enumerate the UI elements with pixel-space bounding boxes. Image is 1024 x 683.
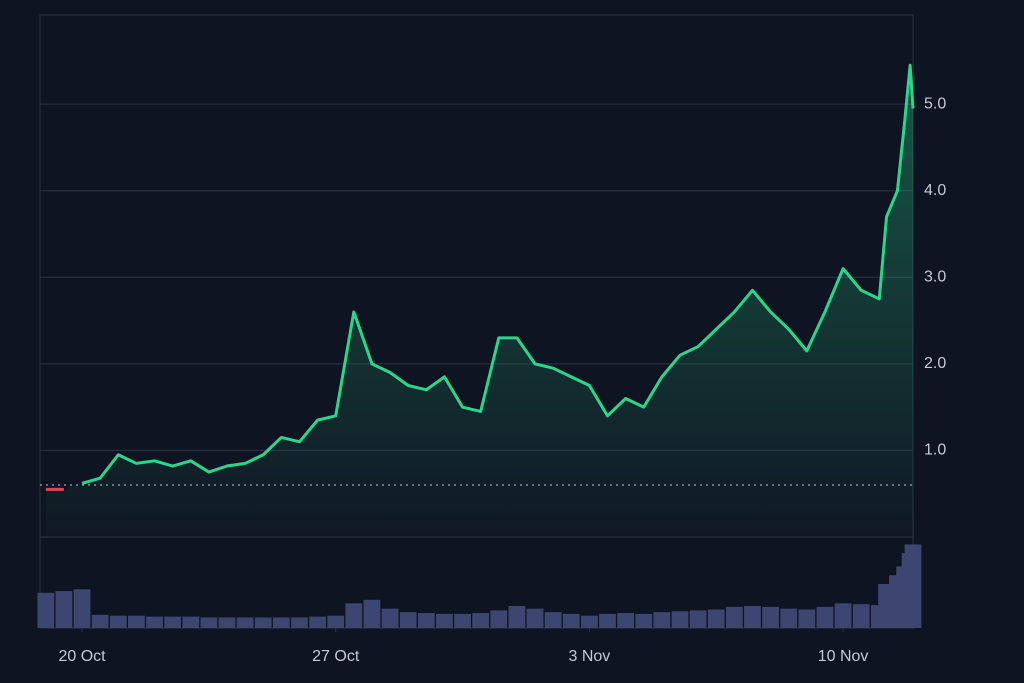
y-tick-label: 4.0 [924,182,946,199]
volume-bar [744,606,761,628]
volume-bar [834,603,852,628]
volume-bar [653,612,671,628]
volume-bar [780,608,798,628]
volume-bar [725,606,743,628]
volume-bar [381,608,399,628]
volume-bar [544,612,562,628]
x-tick-label: 3 Nov [568,648,610,665]
volume-bar [200,617,218,628]
volume-bar [182,616,200,628]
volume-bar [436,613,453,628]
volume-bar [526,608,544,628]
volume-bar [671,611,689,628]
volume-bar [37,592,55,628]
volume-bar [291,617,308,628]
volume-bar [904,544,922,628]
volume-bar [218,617,236,628]
volume-bar [454,613,471,628]
volume-bar [164,616,182,628]
price-area [45,65,913,537]
volume-bar [689,610,707,628]
volume-bar [707,609,725,628]
volume-bar [617,613,635,628]
x-tick-label: 10 Nov [818,648,869,665]
volume-bar [109,615,127,628]
volume-bar [852,604,870,628]
volume-bar [309,616,326,628]
volume-bar [472,613,490,628]
volume-bar [55,591,73,628]
volume-bar [272,617,290,628]
volume-bar [363,599,381,628]
y-tick-label: 5.0 [924,95,946,112]
volume-bar [236,617,254,628]
y-tick-label: 2.0 [924,355,946,372]
volume-bar [816,606,834,628]
volume-bar [635,613,653,628]
volume-bar [599,613,616,628]
volume-bar [73,589,91,628]
volume-bar [580,615,598,628]
y-tick-label: 1.0 [924,442,946,459]
volume-bar [327,615,345,628]
volume-bar [128,615,145,628]
volume-bar [798,609,816,628]
volume-bar [399,612,417,628]
y-tick-label: 3.0 [924,269,946,286]
volume-bar [146,616,163,628]
volume-bar [254,617,272,628]
x-tick-label: 20 Oct [58,648,106,665]
x-tick-label: 27 Oct [312,648,360,665]
volume-bar [91,614,109,628]
volume-bar [508,606,526,628]
volume-bar [762,606,779,628]
volume-bar [490,610,508,628]
volume-bar [562,613,580,628]
price-line [81,63,915,485]
volume-bar [345,603,363,628]
volume-bar [417,613,435,628]
